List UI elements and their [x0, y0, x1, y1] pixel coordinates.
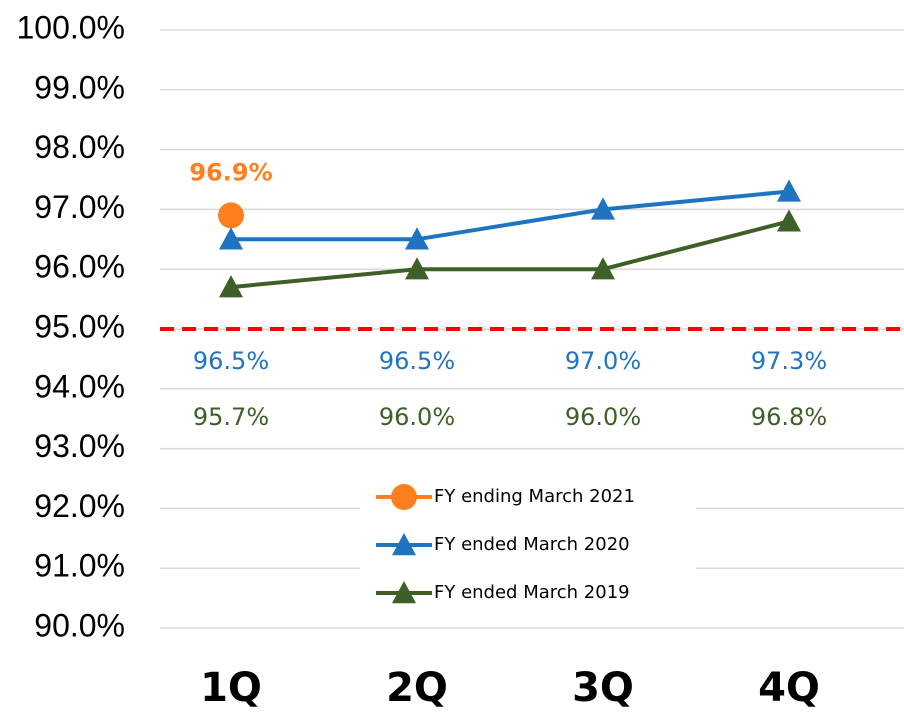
- data-point: [777, 209, 801, 232]
- series-line: [230, 219, 790, 290]
- data-label: 96.0%: [379, 403, 455, 431]
- data-point: [219, 227, 243, 250]
- data-point: [219, 275, 243, 298]
- y-tick-label: 97.0%: [34, 189, 125, 225]
- data-label: 96.0%: [565, 403, 641, 431]
- x-tick-label: 4Q: [758, 665, 820, 711]
- legend-label: FY ending March 2021: [434, 486, 635, 507]
- series-line: [231, 189, 790, 242]
- y-tick-label: 91.0%: [34, 548, 125, 584]
- y-tick-label: 90.0%: [34, 607, 125, 643]
- y-tick-label: 99.0%: [34, 69, 125, 105]
- y-tick-label: 100.0%: [16, 9, 125, 45]
- x-tick-label: 2Q: [386, 665, 448, 711]
- data-label: 97.0%: [565, 347, 641, 375]
- data-point: [405, 227, 429, 250]
- data-label: 96.5%: [193, 347, 269, 375]
- data-label: 95.7%: [193, 403, 269, 431]
- y-tick-label: 96.0%: [34, 249, 125, 285]
- y-tick-label: 93.0%: [34, 428, 125, 464]
- data-label: 97.3%: [751, 347, 827, 375]
- x-tick-label: 3Q: [572, 665, 634, 711]
- data-point: [777, 179, 801, 202]
- legend-marker: [392, 533, 416, 556]
- x-tick-label: 1Q: [200, 665, 262, 711]
- legend-marker: [392, 581, 416, 604]
- y-tick-label: 92.0%: [34, 488, 125, 524]
- data-label: 96.5%: [379, 347, 455, 375]
- data-point: [405, 257, 429, 280]
- legend-label: FY ended March 2019: [434, 582, 630, 603]
- data-point: [591, 197, 615, 220]
- data-label: 96.9%: [189, 158, 272, 186]
- data-point: [591, 257, 615, 280]
- data-label: 96.8%: [751, 403, 827, 431]
- legend-label: FY ended March 2020: [434, 534, 630, 555]
- y-tick-label: 98.0%: [34, 129, 125, 165]
- y-tick-label: 95.0%: [34, 308, 125, 344]
- y-tick-label: 94.0%: [34, 368, 125, 404]
- legend-marker: [391, 484, 417, 510]
- data-point: [218, 202, 244, 229]
